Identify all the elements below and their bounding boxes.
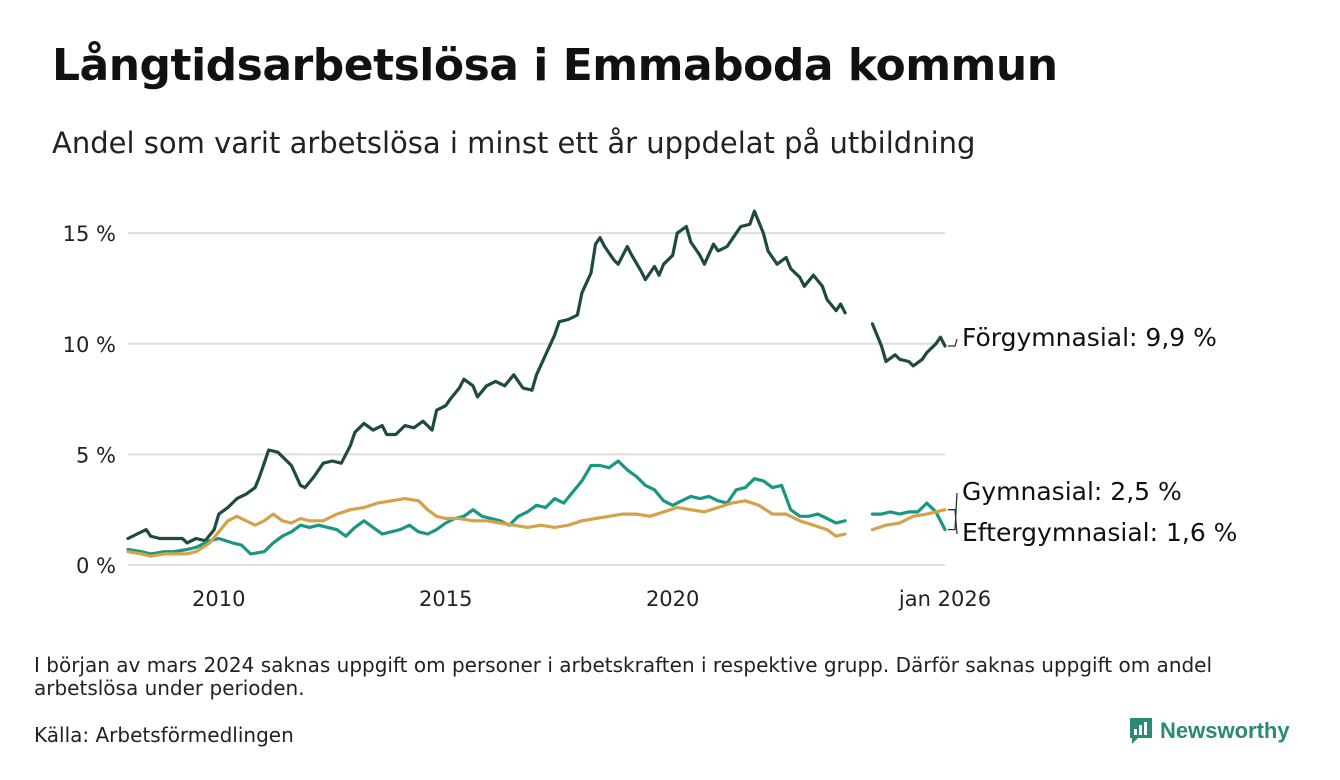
chart-subtitle: Andel som varit arbetslösa i minst ett å… [52,126,976,160]
series-line-förgymnasial-segment-2 [870,322,947,368]
series-leader-förgymnasial [948,338,958,347]
chart-title: Långtidsarbetslösa i Emmaboda kommun [52,40,1058,91]
x-tick-label: 2015 [419,587,472,611]
x-tick-label: 2020 [646,587,699,611]
y-tick-label: 0 % [76,554,116,578]
chart-source: Källa: Arbetsförmedlingen [34,723,294,747]
x-tick-label: 2010 [192,587,245,611]
series-line-gymnasial-segment-1 [126,459,847,556]
series-label-förgymnasial: Förgymnasial: 9,9 % [962,323,1217,352]
x-tick-label: jan 2026 [898,587,991,611]
line-chart: 0 % 5 % 10 % 15 % 2010 2015 2020 jan 2026 Förg… [63,209,1237,611]
series-line-gymnasial-segment-2 [870,501,947,532]
series-leader-gymnasial [948,492,958,531]
series-line-förgymnasial-segment-1 [126,209,847,545]
series-line-eftergymnasial-segment-2 [870,508,947,532]
series-label-gymnasial: Gymnasial: 2,5 % [962,477,1182,506]
chart-note: I början av mars 2024 saknas uppgift om … [34,653,1213,700]
series-label-eftergymnasial: Eftergymnasial: 1,6 % [962,518,1237,547]
y-tick-label: 15 % [63,222,116,246]
y-tick-label: 5 % [76,443,116,467]
brand-name: Newsworthy [1160,718,1290,743]
brand-logo: Newsworthy [1128,716,1290,746]
series-leader-eftergymnasial [948,509,958,535]
newsworthy-logo-icon [1130,718,1152,744]
series-line-eftergymnasial-segment-1 [126,497,847,558]
y-tick-label: 10 % [63,333,116,357]
